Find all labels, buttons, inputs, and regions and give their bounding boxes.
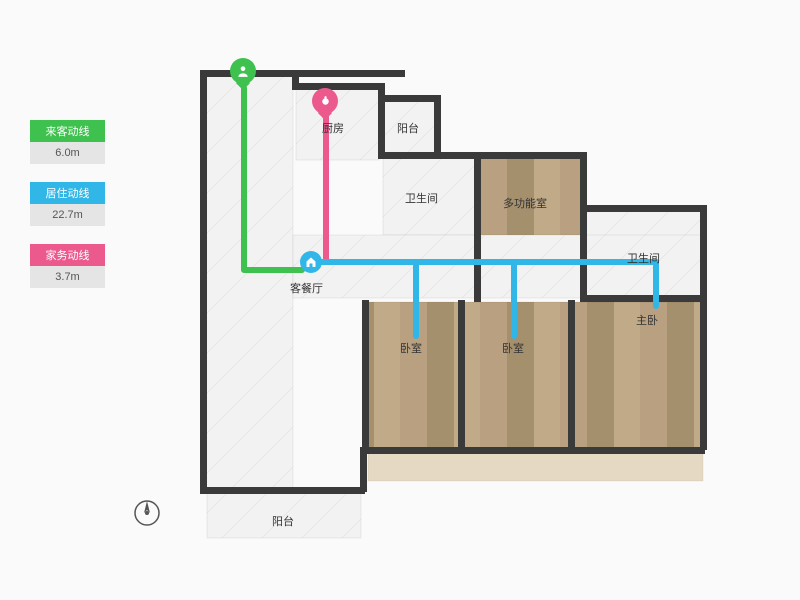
compass-icon	[132, 498, 162, 528]
wall	[580, 205, 705, 212]
wall	[474, 152, 584, 159]
legend: 来客动线6.0m 居住动线22.7m 家务动线3.7m	[30, 120, 105, 306]
wall	[360, 447, 705, 454]
room-label-balcony-top: 阳台	[397, 120, 419, 136]
wall	[700, 295, 707, 450]
room-living-dr	[206, 76, 293, 488]
wall	[700, 205, 707, 300]
room-label-bedroom-1: 卧室	[400, 340, 422, 356]
room-label-balcony-bottom: 阳台	[272, 513, 294, 529]
wall	[474, 152, 481, 302]
wall	[200, 487, 365, 494]
legend-swatch-2: 家务动线	[30, 244, 105, 266]
room-label-bedroom-2: 卧室	[502, 340, 524, 356]
chore-pin-icon	[312, 88, 338, 114]
room-label-master-bed: 主卧	[636, 312, 658, 328]
legend-value-0: 6.0m	[30, 142, 105, 164]
guest-pin	[230, 58, 256, 92]
chore-pin	[312, 88, 338, 122]
legend-item-2: 家务动线3.7m	[30, 244, 105, 288]
wall	[378, 83, 385, 158]
room-label-kitchen: 厨房	[322, 120, 344, 136]
room-label-bathroom-1: 卫生间	[405, 190, 438, 206]
wall	[200, 70, 207, 490]
legend-value-2: 3.7m	[30, 266, 105, 288]
legend-swatch-0: 来客动线	[30, 120, 105, 142]
wall	[378, 152, 478, 159]
wall	[458, 300, 465, 450]
room-label-living-dr: 客餐厅	[290, 280, 323, 296]
room-label-bathroom-2: 卫生间	[627, 250, 660, 266]
room-sill-strip	[368, 451, 703, 481]
legend-value-1: 22.7m	[30, 204, 105, 226]
live-pin-icon	[300, 251, 322, 273]
wall	[568, 300, 575, 450]
wall	[434, 95, 441, 158]
wall	[378, 95, 438, 102]
legend-item-1: 居住动线22.7m	[30, 182, 105, 226]
room-living-dr-ext	[293, 235, 703, 298]
wall	[362, 300, 369, 450]
wall	[580, 295, 705, 302]
wall	[580, 152, 587, 302]
guest-pin-icon	[230, 58, 256, 84]
legend-item-0: 来客动线6.0m	[30, 120, 105, 164]
room-label-multi-room: 多功能室	[503, 195, 547, 211]
legend-swatch-1: 居住动线	[30, 182, 105, 204]
